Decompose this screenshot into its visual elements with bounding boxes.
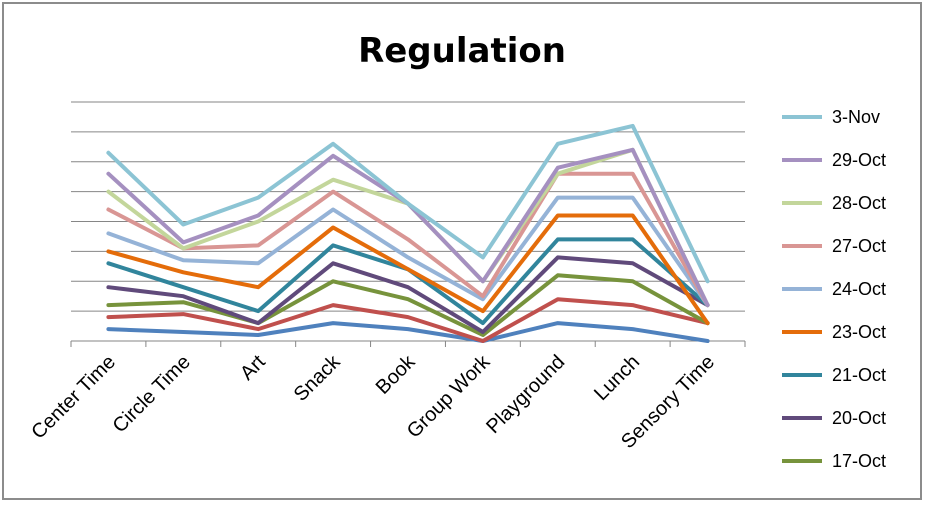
x-tick-label: Snack xyxy=(290,350,346,406)
series-line xyxy=(106,123,710,284)
x-tick-label: Art xyxy=(236,351,270,385)
series-line xyxy=(106,297,710,343)
legend-label: 21-Oct xyxy=(832,365,886,385)
legend-label: 23-Oct xyxy=(832,322,886,342)
chart-title: Regulation xyxy=(358,31,566,71)
legend-label: 24-Oct xyxy=(832,279,886,299)
x-tick-label: Center Time xyxy=(27,351,120,444)
legend-label: 27-Oct xyxy=(832,236,886,256)
series-line xyxy=(106,195,710,308)
series-line xyxy=(106,213,710,326)
legend-label: 17-Oct xyxy=(832,451,886,471)
series-line xyxy=(106,171,710,308)
series-line xyxy=(106,321,710,343)
x-tick-label: Playground xyxy=(482,351,569,438)
legend-label: 28-Oct xyxy=(832,193,886,213)
x-tick-label: Lunch xyxy=(590,351,644,405)
series-line xyxy=(106,255,710,334)
gridlines xyxy=(71,101,745,312)
x-axis xyxy=(70,340,746,347)
x-tick-label: Circle Time xyxy=(109,351,195,437)
legend-label: 29-Oct xyxy=(832,150,886,170)
series-lines xyxy=(106,123,710,343)
legend-label: 3-Nov xyxy=(832,107,880,127)
legend: 3-Nov 29-Oct 28-Oct 27-Oct 24-Oct 23-Oct 21-Oc… xyxy=(782,107,886,471)
series-line xyxy=(106,273,710,337)
x-tick-label: Book xyxy=(372,350,420,398)
legend-label: 20-Oct xyxy=(832,408,886,428)
